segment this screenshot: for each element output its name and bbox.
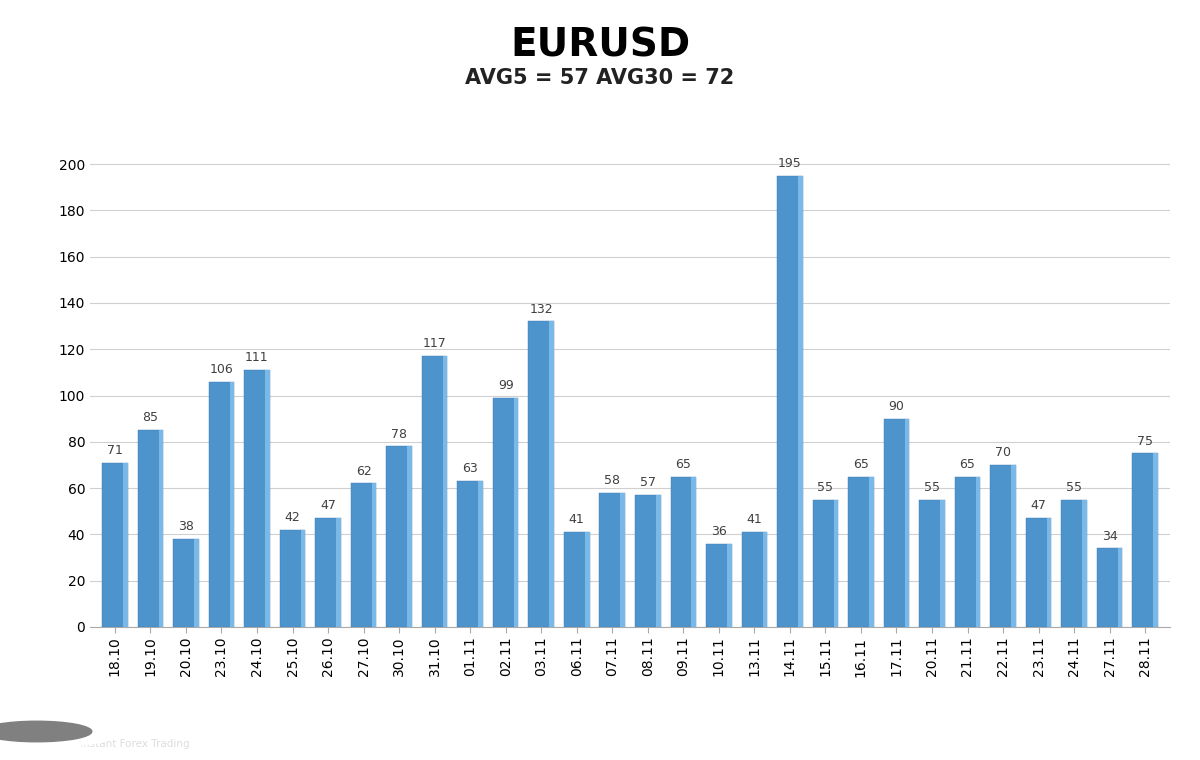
Bar (656, 495, 660, 627)
Bar (778, 176, 803, 627)
Bar (457, 481, 482, 627)
Bar (407, 446, 412, 627)
Text: EURUSD: EURUSD (510, 27, 690, 65)
Text: 41: 41 (569, 513, 584, 527)
Bar (229, 382, 234, 627)
Bar (691, 477, 696, 627)
Bar (834, 500, 838, 627)
Bar (564, 532, 589, 627)
Bar (194, 539, 199, 627)
Bar (386, 446, 412, 627)
Bar (955, 477, 980, 627)
Text: instaforex: instaforex (79, 717, 167, 732)
Bar (742, 532, 767, 627)
Bar (905, 419, 910, 627)
Text: 42: 42 (284, 511, 300, 524)
Bar (479, 481, 482, 627)
Bar (336, 518, 341, 627)
Bar (1133, 454, 1158, 627)
Bar (798, 176, 803, 627)
Bar (635, 495, 660, 627)
Bar (372, 483, 377, 627)
Bar (1082, 500, 1087, 627)
Text: 55: 55 (924, 481, 940, 494)
Bar (706, 543, 732, 627)
Text: 99: 99 (498, 379, 514, 392)
Bar (124, 463, 127, 627)
Text: 34: 34 (1102, 530, 1117, 543)
Text: AVG5 = 57 AVG30 = 72: AVG5 = 57 AVG30 = 72 (466, 68, 734, 88)
Bar (1012, 465, 1016, 627)
Bar (514, 398, 518, 627)
Text: 47: 47 (320, 499, 336, 512)
Bar (812, 500, 838, 627)
Text: 55: 55 (817, 481, 833, 494)
Text: 65: 65 (853, 458, 869, 470)
Bar (990, 465, 1016, 627)
Bar (280, 530, 305, 627)
Text: 65: 65 (960, 458, 976, 470)
Bar (443, 356, 448, 627)
Bar (600, 492, 625, 627)
Bar (671, 477, 696, 627)
Bar (350, 483, 377, 627)
Text: 58: 58 (605, 474, 620, 487)
Bar (244, 370, 270, 627)
Bar (1117, 548, 1122, 627)
Bar (1097, 548, 1122, 627)
Text: 111: 111 (245, 351, 269, 364)
Bar (1061, 500, 1087, 627)
Bar (265, 370, 270, 627)
Bar (102, 463, 127, 627)
Bar (940, 500, 944, 627)
Bar (550, 321, 554, 627)
Bar (528, 321, 554, 627)
Bar (620, 492, 625, 627)
Circle shape (0, 721, 91, 742)
Text: 75: 75 (1138, 435, 1153, 448)
Text: 38: 38 (178, 521, 194, 534)
Bar (138, 430, 163, 627)
Bar (1153, 454, 1158, 627)
Text: 62: 62 (355, 464, 372, 478)
Text: 36: 36 (710, 525, 727, 538)
Text: 117: 117 (422, 337, 446, 350)
Bar (158, 430, 163, 627)
Bar (848, 477, 874, 627)
Bar (209, 382, 234, 627)
Text: 63: 63 (462, 462, 478, 476)
Text: 41: 41 (746, 513, 762, 527)
Text: 55: 55 (1066, 481, 1082, 494)
Text: 71: 71 (107, 444, 122, 457)
Bar (173, 539, 199, 627)
Text: 106: 106 (210, 363, 233, 376)
Text: 47: 47 (1031, 499, 1046, 512)
Bar (762, 532, 767, 627)
Text: 65: 65 (676, 458, 691, 470)
Text: 70: 70 (995, 446, 1012, 459)
Bar (422, 356, 448, 627)
Bar (883, 419, 910, 627)
Text: 195: 195 (778, 157, 802, 170)
Bar (1046, 518, 1051, 627)
Bar (869, 477, 874, 627)
Bar (919, 500, 944, 627)
Text: 57: 57 (640, 477, 655, 489)
Bar (316, 518, 341, 627)
Text: Instant Forex Trading: Instant Forex Trading (79, 739, 190, 749)
Bar (493, 398, 518, 627)
Bar (301, 530, 305, 627)
Text: 78: 78 (391, 428, 407, 441)
Circle shape (0, 716, 122, 748)
Text: 132: 132 (529, 302, 553, 315)
Text: 90: 90 (888, 400, 905, 413)
Bar (727, 543, 732, 627)
Bar (976, 477, 980, 627)
Text: 85: 85 (143, 411, 158, 425)
Bar (1026, 518, 1051, 627)
Bar (584, 532, 589, 627)
